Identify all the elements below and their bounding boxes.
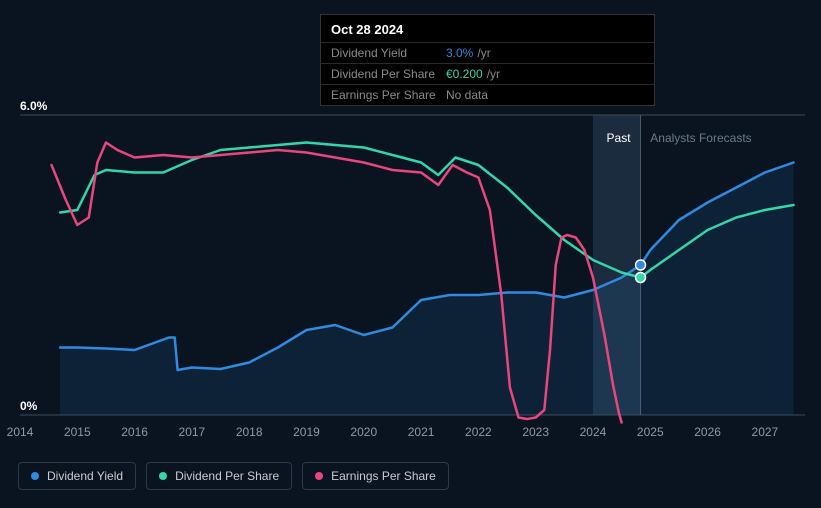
tooltip-row: Earnings Per ShareNo data — [321, 84, 654, 105]
legend-item[interactable]: Dividend Per Share — [146, 462, 292, 490]
x-axis-tick: 2024 — [580, 425, 607, 439]
y-axis-label: 0% — [20, 399, 37, 413]
tooltip-row-label: Dividend Yield — [331, 46, 446, 60]
legend-item[interactable]: Earnings Per Share — [302, 462, 449, 490]
x-axis-tick: 2015 — [64, 425, 91, 439]
x-axis-tick: 2026 — [694, 425, 721, 439]
tooltip-row-value: €0.200 — [446, 67, 483, 81]
x-axis-tick: 2025 — [637, 425, 664, 439]
x-axis-tick: 2020 — [350, 425, 377, 439]
chart-tooltip: Oct 28 2024 Dividend Yield3.0%/yrDividen… — [320, 14, 655, 106]
legend-dot-icon — [315, 472, 323, 480]
legend-dot-icon — [31, 472, 39, 480]
tooltip-row-label: Earnings Per Share — [331, 88, 446, 102]
legend-label: Dividend Yield — [47, 469, 123, 483]
legend-dot-icon — [159, 472, 167, 480]
tooltip-row-unit: /yr — [487, 67, 500, 81]
legend-item[interactable]: Dividend Yield — [18, 462, 136, 490]
x-axis-tick: 2027 — [752, 425, 779, 439]
x-axis-tick: 2023 — [522, 425, 549, 439]
past-label: Past — [607, 131, 631, 145]
x-axis-tick: 2021 — [408, 425, 435, 439]
x-axis-tick: 2016 — [121, 425, 148, 439]
legend-label: Earnings Per Share — [331, 469, 436, 483]
x-axis-tick: 2022 — [465, 425, 492, 439]
tooltip-row-unit: /yr — [477, 46, 490, 60]
tooltip-row: Dividend Yield3.0% /yr — [321, 42, 654, 63]
legend-label: Dividend Per Share — [175, 469, 279, 483]
x-axis-tick: 2018 — [236, 425, 263, 439]
tooltip-row-value: 3.0% — [446, 46, 473, 60]
y-axis-label: 6.0% — [20, 99, 47, 113]
x-axis-tick: 2017 — [179, 425, 206, 439]
legend: Dividend Yield Dividend Per Share Earnings… — [18, 462, 449, 490]
x-axis-tick: 2019 — [293, 425, 320, 439]
tooltip-date: Oct 28 2024 — [321, 15, 654, 42]
tooltip-row-value: No data — [446, 88, 488, 102]
tooltip-row: Dividend Per Share€0.200/yr — [321, 63, 654, 84]
tooltip-row-label: Dividend Per Share — [331, 67, 446, 81]
forecast-label: Analysts Forecasts — [650, 131, 751, 145]
x-axis-tick: 2014 — [7, 425, 34, 439]
